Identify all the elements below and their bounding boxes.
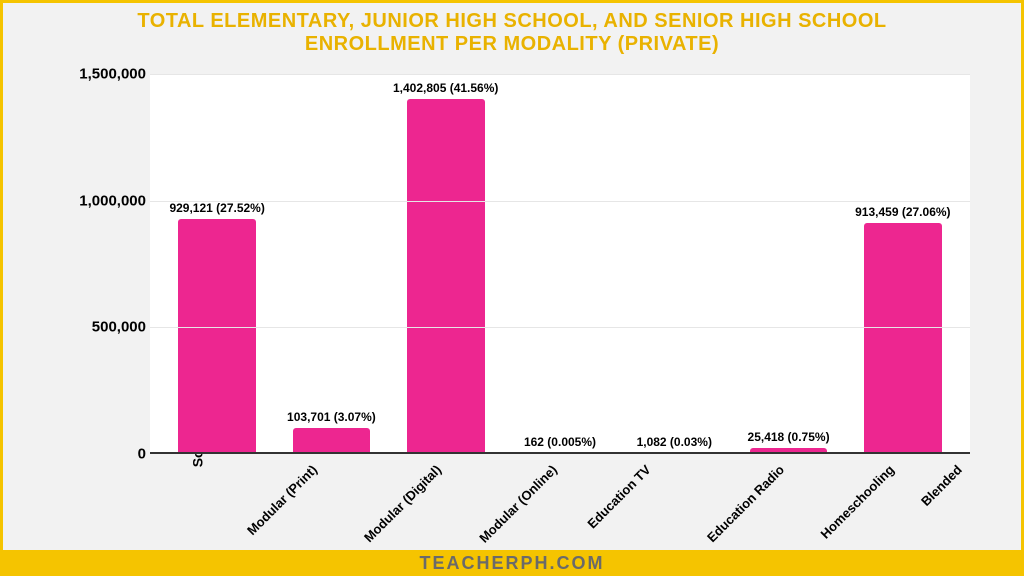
y-tick-label: 1,500,000 xyxy=(26,66,146,83)
bar xyxy=(864,223,942,454)
gridline xyxy=(150,201,970,202)
chart-plot-area: 929,121 (27.52%) 103,701 (3.07%) 1,402,805… xyxy=(150,74,970,454)
footer-bar: TEACHERPH.COM xyxy=(0,550,1024,576)
bar-slot: 1,082 (0.03%) xyxy=(617,74,731,454)
chart-title: TOTAL ELEMENTARY, JUNIOR HIGH SCHOOL, AN… xyxy=(0,0,1024,56)
bar-value-label: 1,402,805 (41.56%) xyxy=(393,81,498,95)
x-label-slot: Blended xyxy=(846,456,960,546)
bars-container: 929,121 (27.52%) 103,701 (3.07%) 1,402,805… xyxy=(150,74,970,454)
bar xyxy=(178,219,256,454)
y-tick-label: 500,000 xyxy=(26,319,146,336)
bar-value-label: 103,701 (3.07%) xyxy=(287,410,376,424)
x-axis-labels: Modular (Print)Modular (Digital)Modular … xyxy=(150,456,970,546)
x-label-slot: Homeschooling xyxy=(731,456,845,546)
gridline xyxy=(150,327,970,328)
bar-value-label: 929,121 (27.52%) xyxy=(169,201,264,215)
bar-slot: 25,418 (0.75%) xyxy=(731,74,845,454)
footer-text: TEACHERPH.COM xyxy=(419,553,604,573)
y-tick-label: 0 xyxy=(26,446,146,463)
bar-slot: 929,121 (27.52%) xyxy=(160,74,274,454)
bar-slot: 103,701 (3.07%) xyxy=(274,74,388,454)
bar-slot: 162 (0.005%) xyxy=(503,74,617,454)
x-axis-line xyxy=(150,452,970,454)
bar-slot: 1,402,805 (41.56%) xyxy=(389,74,503,454)
bar-value-label: 162 (0.005%) xyxy=(524,435,596,449)
y-tick-label: 1,000,000 xyxy=(26,192,146,209)
gridline xyxy=(150,74,970,75)
x-category-label: Blended xyxy=(918,462,965,509)
x-label-slot: Education Radio xyxy=(617,456,731,546)
x-label-slot: Modular (Digital) xyxy=(274,456,388,546)
bar-value-label: 1,082 (0.03%) xyxy=(637,435,712,449)
bar xyxy=(293,428,371,454)
title-line2: ENROLLMENT PER MODALITY (PRIVATE) xyxy=(305,33,719,55)
bar-slot: 913,459 (27.06%) xyxy=(846,74,960,454)
title-line1: TOTAL ELEMENTARY, JUNIOR HIGH SCHOOL, AN… xyxy=(137,10,886,32)
bar-value-label: 25,418 (0.75%) xyxy=(748,430,830,444)
x-label-slot: Education TV xyxy=(503,456,617,546)
x-label-slot: Modular (Online) xyxy=(389,456,503,546)
bar-value-label: 913,459 (27.06%) xyxy=(855,205,950,219)
x-label-slot: Modular (Print) xyxy=(160,456,274,546)
bar xyxy=(407,99,485,454)
